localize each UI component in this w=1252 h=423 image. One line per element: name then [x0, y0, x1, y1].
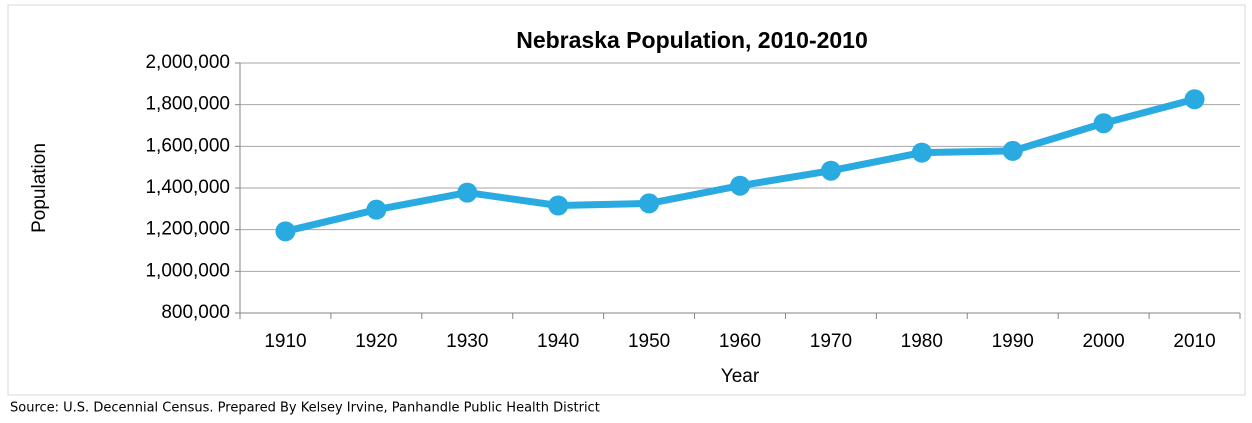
x-tick-label: 1960 — [719, 331, 761, 352]
x-tick-label: 1920 — [355, 331, 397, 352]
data-point — [1002, 140, 1023, 161]
y-axis-label: Population — [29, 143, 50, 233]
x-tick-label: 2000 — [1082, 331, 1124, 352]
x-tick-label: 1950 — [628, 331, 670, 352]
data-point — [730, 175, 750, 196]
x-tick-label: 1980 — [901, 331, 943, 352]
x-tick-label: 1910 — [264, 331, 306, 352]
data-point — [911, 142, 932, 163]
y-tick-label: 1,200,000 — [145, 219, 230, 240]
source-note: Source: U.S. Decennial Census. Prepared … — [10, 401, 600, 416]
x-tick-label: 2010 — [1173, 331, 1215, 352]
x-axis-label: Year — [721, 366, 760, 387]
y-tick-label: 1,000,000 — [145, 260, 230, 281]
data-point — [820, 160, 841, 181]
data-point — [275, 221, 296, 242]
y-tick-label: 1,400,000 — [145, 177, 230, 198]
data-point — [1093, 113, 1114, 134]
data-point — [639, 193, 660, 214]
data-point — [1184, 89, 1205, 110]
y-tick-label: 2,000,000 — [145, 52, 230, 73]
y-tick-label: 800,000 — [161, 302, 230, 323]
chart-title: Nebraska Population, 2010-2010 — [516, 27, 868, 53]
x-tick-label: 1990 — [992, 331, 1034, 352]
y-tick-label: 1,800,000 — [145, 94, 230, 115]
chart-border — [7, 4, 1246, 396]
y-tick-label: 1,600,000 — [145, 135, 230, 156]
x-tick-label: 1940 — [537, 331, 579, 352]
x-tick-label: 1970 — [810, 331, 852, 352]
data-point — [366, 199, 387, 220]
data-point — [457, 182, 478, 203]
data-line — [284, 95, 1196, 235]
x-tick-label: 1930 — [446, 331, 488, 352]
data-point — [548, 195, 569, 216]
